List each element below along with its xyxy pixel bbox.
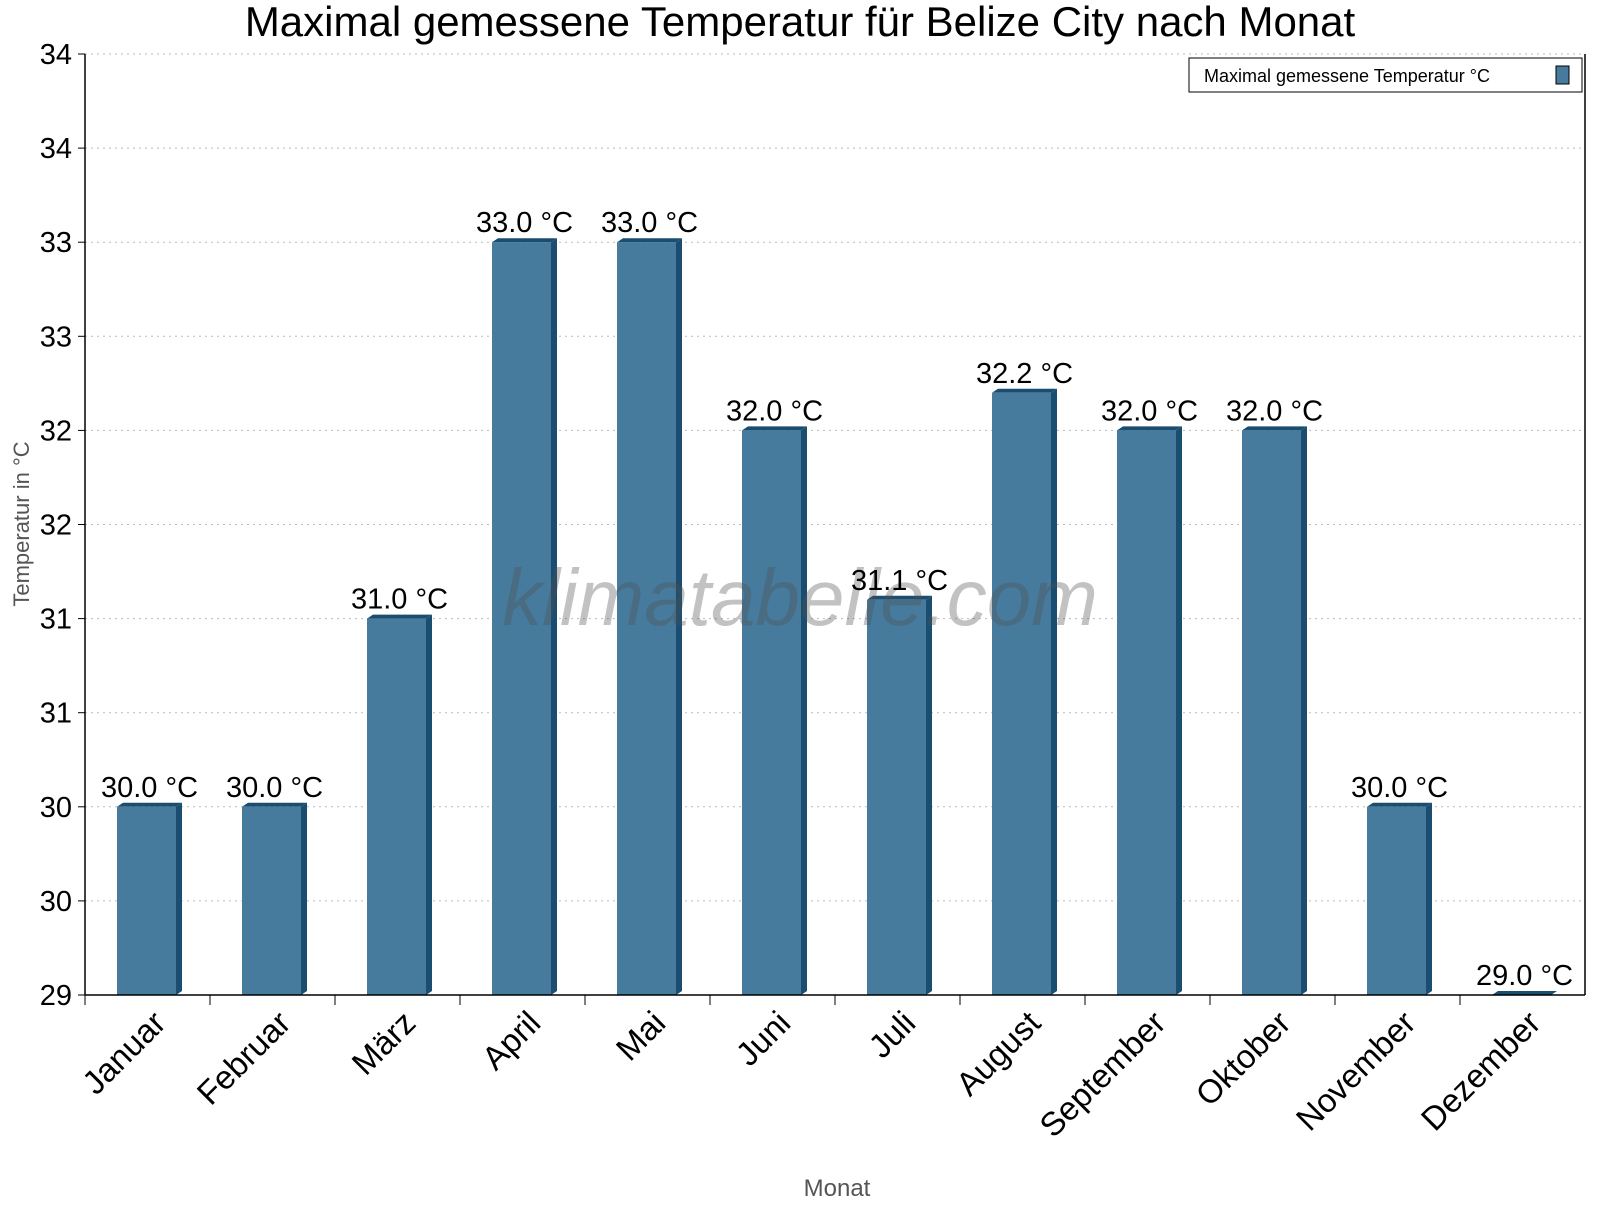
x-tick-label: Januar [75, 1004, 173, 1102]
y-tick-label: 33 [40, 227, 72, 259]
bar [242, 806, 301, 995]
bar-top [1367, 802, 1432, 807]
bar [1242, 430, 1301, 995]
bar-top [492, 238, 557, 243]
data-label: 31.0 °C [351, 584, 448, 616]
y-tick-label: 34 [40, 39, 72, 71]
x-tick-label: August [949, 1004, 1048, 1103]
y-tick-label: 34 [40, 133, 72, 165]
bar-top [867, 595, 932, 600]
legend-swatch [1555, 65, 1570, 85]
bar-side [551, 238, 557, 995]
bar-side [176, 802, 182, 995]
x-tick-label: April [475, 1004, 548, 1077]
data-label: 30.0 °C [1351, 772, 1448, 804]
bar [1367, 806, 1426, 995]
x-tick-label: Oktober [1188, 1004, 1297, 1113]
bar-top [117, 802, 182, 807]
bar [367, 618, 426, 995]
legend: Maximal gemessene Temperatur °C [1188, 57, 1583, 93]
y-tick-label: 30 [40, 886, 72, 918]
data-label: 32.0 °C [1226, 395, 1323, 427]
x-axis-label: Monat [804, 1175, 871, 1200]
bars [117, 238, 1557, 995]
data-label: 32.2 °C [976, 358, 1073, 390]
legend-box [1188, 57, 1583, 93]
grid-lines [85, 53, 1585, 902]
y-axis-label: Temperatur in °C [9, 441, 34, 606]
y-tick-label: 32 [40, 510, 72, 542]
bar-top [367, 614, 432, 619]
bar-side [426, 614, 432, 995]
bar-top [1117, 426, 1182, 431]
bar [492, 242, 551, 995]
bar-top [992, 388, 1057, 393]
x-tick-label: Juni [728, 1004, 797, 1073]
bar-top [1492, 991, 1557, 995]
bar [1117, 430, 1176, 995]
y-tick-labels: 29 30 30 31 31 32 32 33 33 34 34 [40, 39, 72, 1012]
bar-top [242, 802, 307, 807]
data-label: 30.0 °C [101, 772, 198, 804]
x-tick-label: Dezember [1414, 1004, 1548, 1138]
bar [867, 599, 926, 995]
data-label: 32.0 °C [1101, 395, 1198, 427]
bar-side [676, 238, 682, 995]
data-labels: 30.0 °C 30.0 °C 31.0 °C 33.0 °C 33.0 °C 32.0 … [101, 207, 1573, 992]
x-tick-label: Juli [861, 1004, 922, 1065]
y-tick-label: 33 [40, 321, 72, 353]
data-label: 32.0 °C [726, 395, 823, 427]
bar-top [742, 426, 807, 431]
x-tick-label: Mai [609, 1004, 673, 1068]
axes [78, 53, 1586, 1005]
x-tick-labels: Januar Februar März April Mai Juni Juli AugustS… [75, 1004, 1548, 1144]
bar [742, 430, 801, 995]
bar-side [1426, 802, 1432, 995]
bar-side [801, 426, 807, 995]
bar-side [1176, 426, 1182, 995]
x-tick-label: März [344, 1004, 422, 1082]
data-label: 31.1 °C [851, 565, 948, 597]
x-tick-label: September [1032, 1004, 1172, 1144]
bar [617, 242, 676, 995]
y-tick-label: 32 [40, 415, 72, 447]
y-tick-label: 31 [40, 604, 72, 636]
data-label: 30.0 °C [226, 772, 323, 804]
x-tick-label: Februar [190, 1004, 298, 1112]
y-tick-label: 31 [40, 698, 72, 730]
y-tick-label: 29 [40, 980, 72, 1012]
bar-side [301, 802, 307, 995]
bar [117, 806, 176, 995]
chart-title: Maximal gemessene Temperatur für Belize … [245, 0, 1356, 45]
bar-top [1242, 426, 1307, 431]
data-label: 29.0 °C [1476, 960, 1573, 992]
legend-label: Maximal gemessene Temperatur °C [1204, 66, 1490, 86]
bar-side [926, 595, 932, 995]
data-label: 33.0 °C [476, 207, 573, 239]
bar-top [617, 238, 682, 243]
bar-side [1301, 426, 1307, 995]
watermark: klimatabelle.com [502, 553, 1098, 642]
bar [992, 392, 1051, 995]
x-tick-label: November [1289, 1004, 1423, 1138]
data-label: 33.0 °C [601, 207, 698, 239]
bar-side [1051, 388, 1057, 995]
y-tick-label: 30 [40, 792, 72, 824]
